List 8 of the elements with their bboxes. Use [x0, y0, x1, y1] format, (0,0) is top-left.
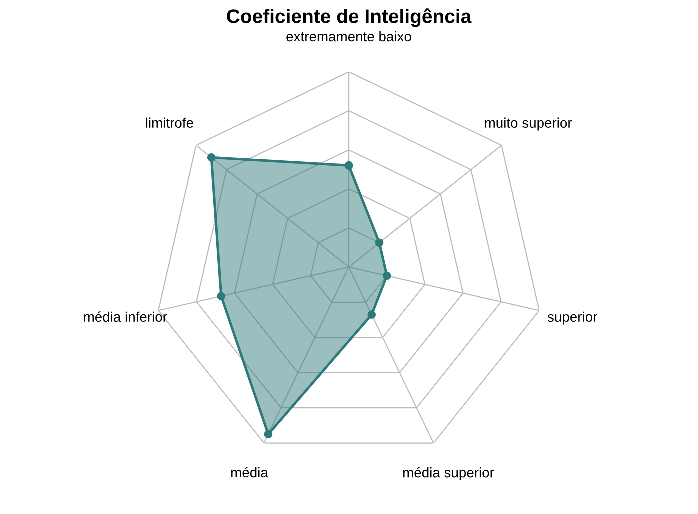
spoke-label: média: [232, 467, 268, 478]
spoke-label: muito superior: [485, 118, 572, 131]
spoke-label: limitrofe: [146, 118, 194, 128]
spoke-label: extremamente baixo: [286, 31, 412, 42]
chart-title: Coeficiente de Inteligência: [227, 8, 472, 28]
spoke-label: superior: [548, 312, 598, 325]
spoke-label: média superior: [404, 467, 494, 480]
spoke-label: média inferior: [84, 312, 168, 322]
